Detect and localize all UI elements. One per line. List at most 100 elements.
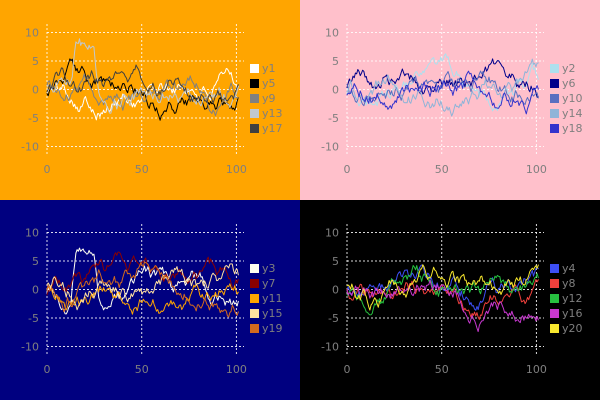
series-line-y6 [346, 58, 539, 98]
legend-swatch-icon [550, 63, 559, 73]
x-tick-label: 0 [344, 363, 351, 376]
legend-item-y16[interactable]: y16 [550, 306, 583, 320]
legend-swatch-icon [550, 108, 559, 118]
grid-lines [46, 24, 244, 155]
legend-item-y14[interactable]: y14 [550, 106, 583, 120]
y-tick-label: -5 [328, 112, 339, 125]
legend-item-y2[interactable]: y2 [550, 61, 583, 75]
legend-item-y9[interactable]: y9 [250, 91, 283, 105]
legend-label: y7 [262, 276, 276, 290]
legend-item-y20[interactable]: y20 [550, 321, 583, 335]
y-tick-label: -10 [321, 140, 339, 153]
y-tick-label: -5 [28, 112, 39, 125]
series-line-y9 [46, 73, 239, 117]
chart-panel-bottom-left: 10 5 0 -5 -10 0 50 100 y3 y7 y11 y15 y19 [0, 200, 300, 400]
legend-label: y16 [562, 306, 583, 320]
x-tick-label: 50 [135, 363, 149, 376]
series-line-y15 [46, 263, 239, 311]
legend-label: y13 [262, 106, 283, 120]
legend-item-y6[interactable]: y6 [550, 76, 583, 90]
legend-item-y10[interactable]: y10 [550, 91, 583, 105]
legend-label: y20 [562, 321, 583, 335]
legend-top-left: y1 y5 y9 y13 y17 [250, 61, 283, 135]
x-tick-label: 100 [526, 163, 547, 176]
legend-swatch-icon [250, 123, 259, 133]
chart-panel-top-left: 10 5 0 -5 -10 0 50 100 y1 y5 y9 y13 y17 [0, 0, 300, 200]
y-tick-label: 10 [325, 227, 339, 240]
series-line-y1 [46, 68, 239, 121]
x-tick-label: 50 [435, 363, 449, 376]
legend-label: y6 [562, 76, 576, 90]
legend-label: y17 [262, 121, 283, 135]
y-tick-label: 10 [325, 27, 339, 40]
series-group [46, 247, 239, 318]
legend-item-y17[interactable]: y17 [250, 121, 283, 135]
legend-swatch-icon [550, 263, 559, 273]
legend-item-y7[interactable]: y7 [250, 276, 283, 290]
legend-swatch-icon [250, 308, 259, 318]
y-tick-label: -10 [321, 340, 339, 353]
x-tick-label: 100 [526, 363, 547, 376]
legend-label: y11 [262, 291, 283, 305]
series-line-y13 [46, 38, 239, 114]
series-line-y7 [46, 251, 239, 296]
legend-label: y9 [262, 91, 276, 105]
legend-label: y15 [262, 306, 283, 320]
y-tick-label: -10 [21, 140, 39, 153]
y-tick-label: -10 [21, 340, 39, 353]
legend-label: y12 [562, 291, 583, 305]
series-line-y16 [346, 279, 539, 333]
legend-item-y3[interactable]: y3 [250, 261, 283, 275]
legend-label: y4 [562, 261, 576, 275]
legend-swatch-icon [250, 93, 259, 103]
series-group [346, 264, 539, 333]
x-tick-label: 0 [44, 163, 51, 176]
legend-swatch-icon [550, 278, 559, 288]
legend-item-y15[interactable]: y15 [250, 306, 283, 320]
grid-lines [346, 24, 544, 155]
legend-item-y13[interactable]: y13 [250, 106, 283, 120]
series-line-y18 [346, 70, 539, 115]
series-line-y17 [46, 64, 239, 104]
legend-swatch-icon [250, 263, 259, 273]
legend-swatch-icon [550, 78, 559, 88]
legend-label: y5 [262, 76, 276, 90]
chart-panel-top-right: 10 5 0 -5 -10 0 50 100 y2 y6 y10 y14 y18 [300, 0, 600, 200]
y-tick-label: 5 [32, 55, 39, 68]
chart-panel-bottom-right: 10 5 0 -5 -10 0 50 100 y4 y8 y12 y16 y20 [300, 200, 600, 400]
x-tick-label: 50 [435, 163, 449, 176]
y-tick-label: 5 [332, 255, 339, 268]
legend-label: y2 [562, 61, 576, 75]
series-line-y20 [346, 264, 539, 311]
legend-item-y4[interactable]: y4 [550, 261, 583, 275]
series-line-y10 [346, 70, 539, 107]
legend-item-y5[interactable]: y5 [250, 76, 283, 90]
legend-label: y3 [262, 261, 276, 275]
legend-swatch-icon [250, 323, 259, 333]
x-tick-label: 0 [344, 163, 351, 176]
legend-item-y11[interactable]: y11 [250, 291, 283, 305]
legend-top-right: y2 y6 y10 y14 y18 [550, 61, 583, 135]
legend-item-y19[interactable]: y19 [250, 321, 283, 335]
legend-label: y8 [562, 276, 576, 290]
legend-swatch-icon [550, 93, 559, 103]
grid-lines [346, 224, 544, 355]
series-line-y3 [46, 247, 239, 315]
legend-item-y12[interactable]: y12 [550, 291, 583, 305]
legend-label: y10 [562, 91, 583, 105]
legend-swatch-icon [250, 293, 259, 303]
legend-item-y1[interactable]: y1 [250, 61, 283, 75]
x-tick-label: 0 [44, 363, 51, 376]
legend-swatch-icon [550, 308, 559, 318]
series-line-y8 [346, 278, 539, 320]
legend-item-y18[interactable]: y18 [550, 121, 583, 135]
legend-label: y18 [562, 121, 583, 135]
y-tick-label: 0 [32, 284, 39, 297]
legend-item-y8[interactable]: y8 [550, 276, 583, 290]
y-tick-label: 0 [32, 84, 39, 97]
